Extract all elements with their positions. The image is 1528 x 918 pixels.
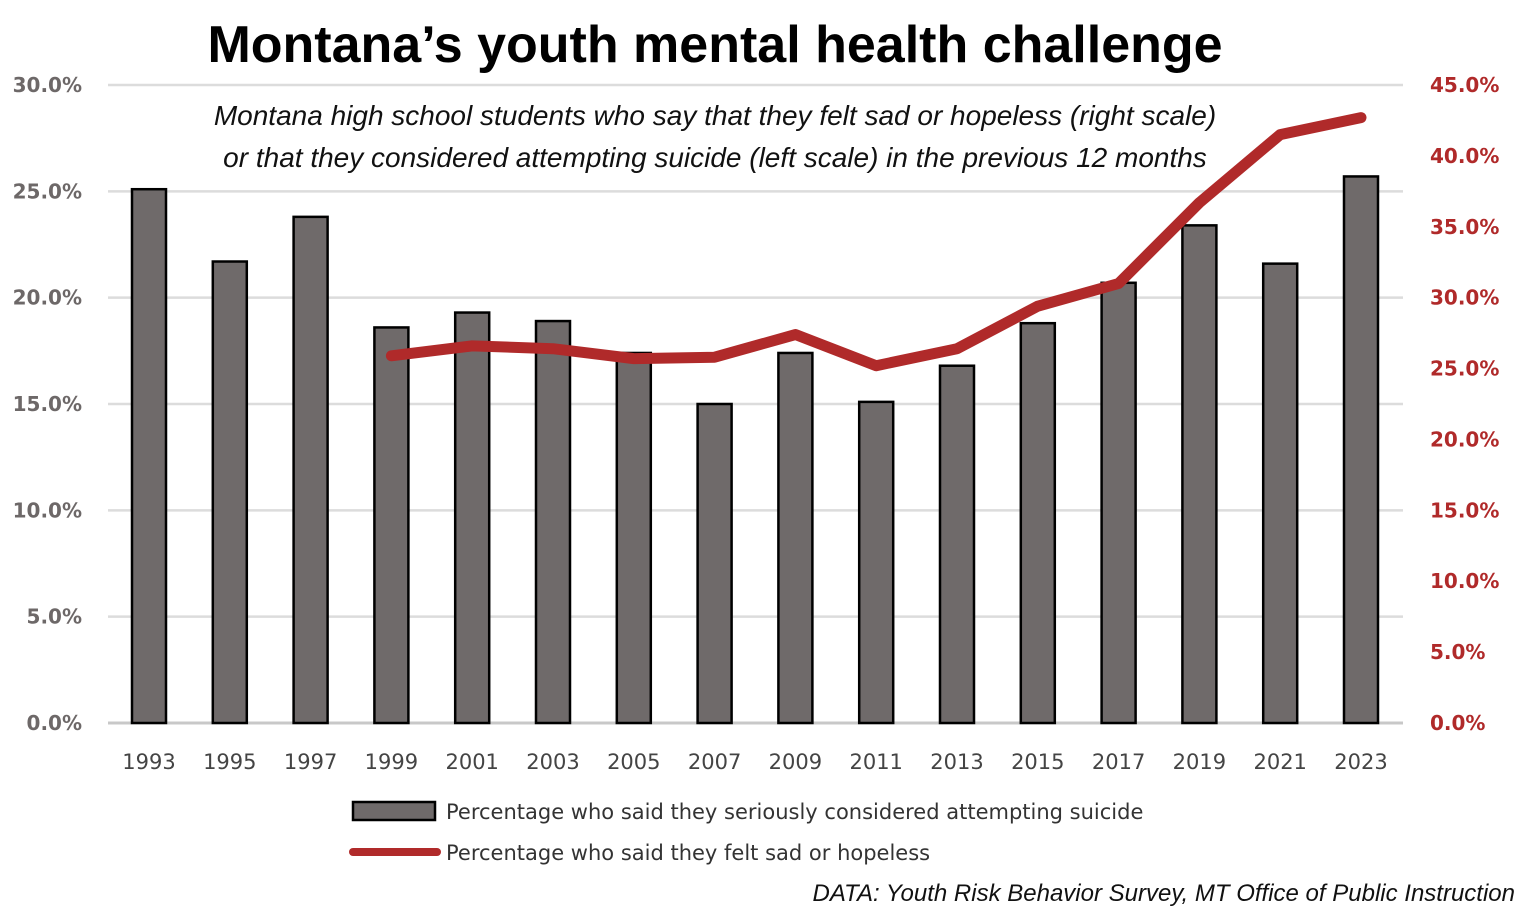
right-tick-label: 10.0% [1430,569,1499,593]
right-tick-label: 20.0% [1430,427,1499,451]
left-tick-label: 15.0% [13,392,82,416]
x-tick-label: 2021 [1253,750,1306,774]
bar [453,311,491,725]
chart-subtitle-line-2: or that they considered attempting suici… [223,142,1207,173]
right-tick-label: 30.0% [1430,286,1499,310]
bar [615,351,653,725]
left-tick-label: 10.0% [13,498,82,522]
bar [696,402,733,725]
left-tick-label: 30.0% [13,73,82,97]
right-tick-label: 5.0% [1430,640,1485,664]
legend-bar-swatch [351,800,437,822]
left-tick-label: 0.0% [27,711,82,735]
right-tick-label: 35.0% [1430,215,1499,239]
right-tick-label: 0.0% [1430,711,1485,735]
x-tick-label: 2019 [1173,750,1226,774]
bar [1100,281,1137,725]
right-tick-label: 25.0% [1430,357,1499,381]
chart-title: Montana’s youth mental health challenge [207,16,1222,74]
bar [292,215,329,725]
x-tick-label: 2013 [930,750,983,774]
legend-bar-label: Percentage who said they seriously consi… [446,800,1143,824]
x-tick-label: 2009 [769,750,822,774]
x-tick-label: 2007 [688,750,741,774]
x-tick-label: 1993 [122,750,175,774]
x-tick-label: 2017 [1092,750,1145,774]
x-tick-label: 1999 [365,750,418,774]
left-tick-label: 25.0% [13,179,82,203]
bar [211,260,249,725]
bar [1019,321,1057,725]
right-tick-label: 15.0% [1430,498,1499,522]
bar [857,400,895,725]
right-tick-label: 45.0% [1430,73,1499,97]
left-tick-label: 20.0% [13,286,82,310]
legend: Percentage who said they seriously consi… [349,800,1143,865]
right-tick-label: 40.0% [1430,144,1499,168]
bar [1181,224,1218,725]
left-tick-label: 5.0% [27,605,82,629]
chart-subtitle-line-1: Montana high school students who say tha… [214,100,1216,131]
x-tick-label: 2011 [849,750,902,774]
x-tick-label: 2015 [1011,750,1064,774]
source-note: DATA: Youth Risk Behavior Survey, MT Off… [813,880,1516,907]
bar [130,187,168,725]
bar [938,364,976,725]
bar [777,351,814,725]
bar [1261,262,1299,725]
bar [1342,175,1380,725]
bar [373,326,410,725]
x-tick-label: 1997 [284,750,337,774]
x-tick-label: 2005 [607,750,660,774]
legend-line-label: Percentage who said they felt sad or hop… [446,841,930,865]
bar [534,319,572,725]
x-tick-label: 2001 [445,750,498,774]
x-tick-label: 2003 [526,750,579,774]
x-tick-label: 2023 [1334,750,1387,774]
x-tick-label: 1995 [203,750,256,774]
